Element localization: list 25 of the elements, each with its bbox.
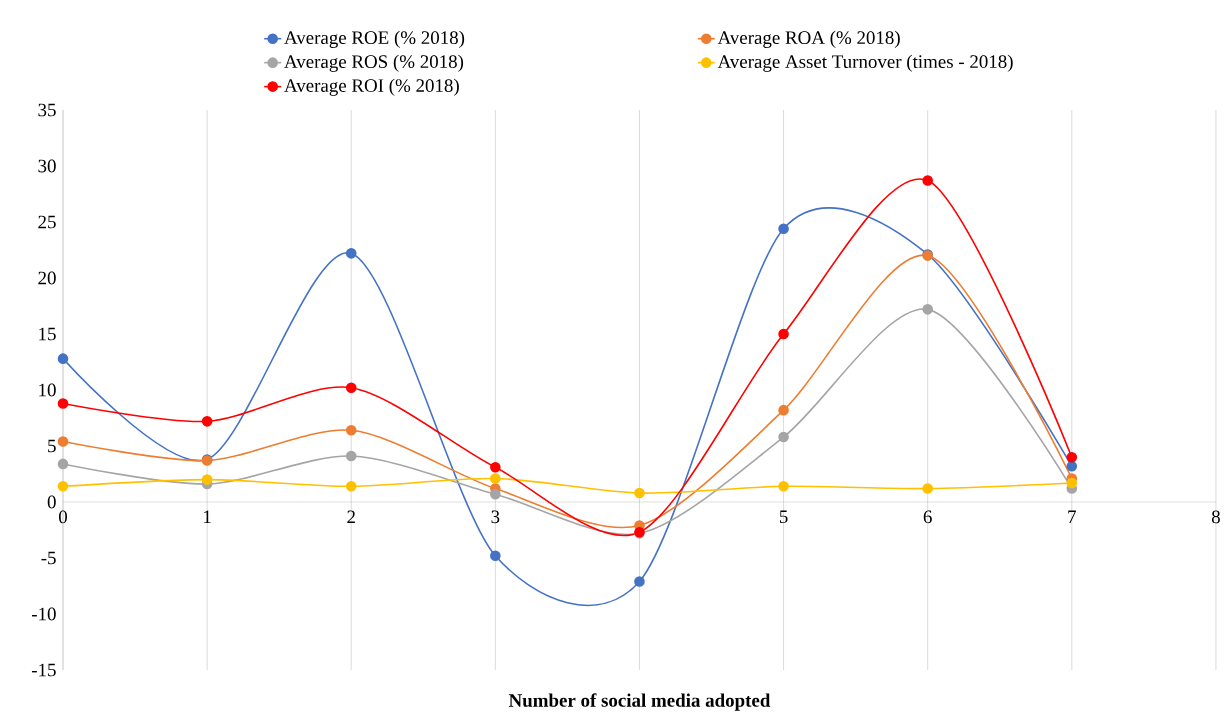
y-tick-label: 30 — [38, 159, 56, 173]
y-tick-label: 25 — [38, 215, 56, 229]
y-tick-label: 35 — [38, 103, 56, 117]
y-tick-label: 10 — [39, 383, 56, 397]
y-tick-label: 15 — [39, 327, 56, 341]
x-tick-label: 8 — [1211, 510, 1220, 524]
y-tick-label: -15 — [31, 663, 56, 677]
y-tick-label: -5 — [41, 551, 56, 565]
legend-label: Average ROS (% 2018) — [284, 54, 464, 72]
legend-label: Average ROA (% 2018) — [717, 30, 900, 48]
y-tick-label: -10 — [31, 607, 56, 621]
x-tick-label: 3 — [491, 510, 500, 524]
x-tick-label: 1 — [204, 510, 211, 524]
x-tick-label: 7 — [1068, 510, 1076, 523]
x-axis-title: Number of social media adopted — [508, 693, 771, 711]
y-tick-label: 0 — [47, 495, 56, 509]
x-tick-label: 5 — [779, 510, 788, 524]
y-tick-label: 20 — [38, 271, 56, 285]
y-tick-label: 5 — [48, 439, 56, 453]
legend-label: Average ROE (% 2018) — [284, 30, 465, 48]
legend-label: Average Asset Turnover (times - 2018) — [717, 54, 1013, 72]
x-tick-label: 2 — [347, 510, 355, 524]
x-tick-label: 6 — [923, 510, 932, 524]
x-tick-label: 0 — [58, 510, 67, 524]
legend-label: Average ROI (% 2018) — [284, 78, 459, 96]
